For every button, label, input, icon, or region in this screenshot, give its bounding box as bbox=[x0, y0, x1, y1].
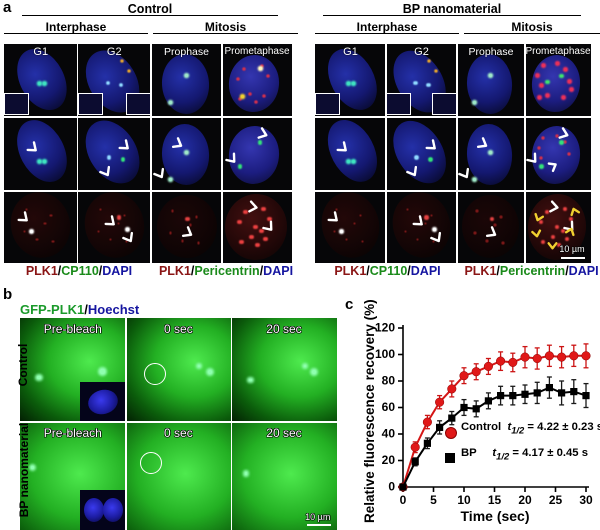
svg-text:5: 5 bbox=[430, 493, 437, 507]
svg-text:120: 120 bbox=[375, 321, 395, 335]
svg-text:40: 40 bbox=[382, 427, 396, 441]
svg-text:25: 25 bbox=[549, 493, 563, 507]
svg-text:0: 0 bbox=[400, 493, 407, 507]
svg-text:80: 80 bbox=[382, 374, 396, 388]
svg-text:0: 0 bbox=[388, 480, 395, 494]
svg-text:100: 100 bbox=[375, 347, 395, 361]
svg-text:10: 10 bbox=[457, 493, 471, 507]
svg-text:15: 15 bbox=[488, 493, 502, 507]
svg-text:60: 60 bbox=[382, 400, 396, 414]
svg-text:30: 30 bbox=[579, 493, 593, 507]
svg-text:20: 20 bbox=[518, 493, 532, 507]
svg-text:20: 20 bbox=[382, 453, 396, 467]
